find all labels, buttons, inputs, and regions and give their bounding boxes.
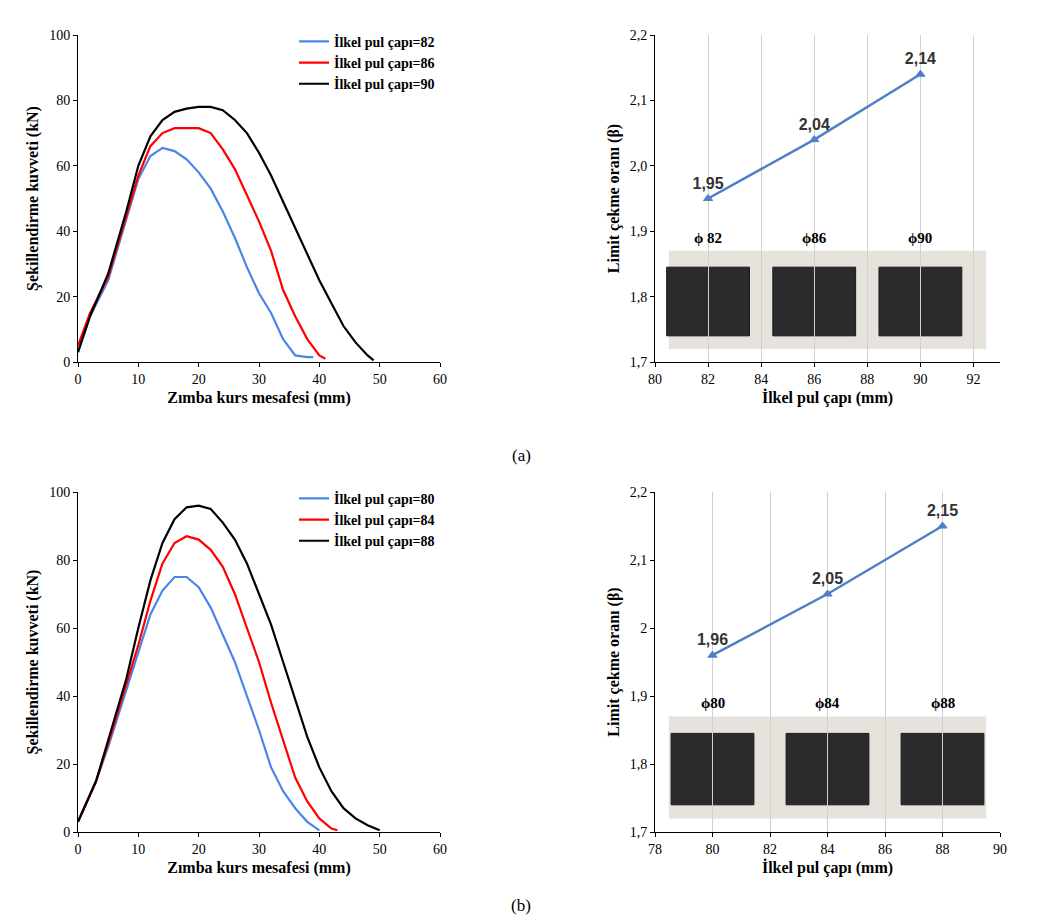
svg-text:İlkel pul çapı (mm): İlkel pul çapı (mm) [762,388,893,407]
svg-text:2,04: 2,04 [799,116,830,133]
svg-text:ϕ86: ϕ86 [802,230,827,246]
svg-text:20: 20 [56,757,70,772]
svg-text:40: 40 [312,372,326,387]
svg-text:60: 60 [56,621,70,636]
svg-text:30: 30 [252,372,266,387]
svg-text:0: 0 [63,355,70,370]
svg-text:50: 50 [373,372,387,387]
svg-text:40: 40 [312,842,326,857]
svg-text:0: 0 [75,842,82,857]
svg-text:Zımba kurs mesafesi (mm): Zımba kurs mesafesi (mm) [167,389,351,407]
svg-text:80: 80 [56,93,70,108]
svg-text:84: 84 [754,372,768,387]
svg-text:2,15: 2,15 [927,502,958,519]
svg-text:Şekillendirme kuvveti (kN): Şekillendirme kuvveti (kN) [24,570,42,755]
svg-text:1,7: 1,7 [630,355,648,370]
svg-text:78: 78 [648,842,662,857]
svg-text:80: 80 [56,553,70,568]
svg-text:1,9: 1,9 [630,224,648,239]
svg-text:92: 92 [966,372,980,387]
svg-text:60: 60 [433,842,447,857]
svg-text:2,2: 2,2 [630,485,648,500]
svg-text:1,7: 1,7 [630,825,648,840]
svg-text:ϕ 82: ϕ 82 [694,230,722,246]
svg-text:90: 90 [993,842,1007,857]
svg-text:2,05: 2,05 [812,570,843,587]
svg-text:40: 40 [56,224,70,239]
svg-text:20: 20 [192,372,206,387]
svg-text:(a): (a) [512,446,531,465]
svg-text:ϕ80: ϕ80 [701,695,725,711]
svg-text:Limit çekme oranı (β): Limit çekme oranı (β) [605,124,623,273]
svg-text:1,8: 1,8 [630,290,648,305]
svg-text:0: 0 [75,372,82,387]
svg-text:82: 82 [701,372,715,387]
svg-text:İlkel pul çapı=82: İlkel pul çapı=82 [334,34,435,50]
svg-text:(b): (b) [511,896,531,915]
svg-text:1,96: 1,96 [697,631,728,648]
svg-text:2,0: 2,0 [630,159,648,174]
svg-text:88: 88 [860,372,874,387]
svg-text:2,1: 2,1 [630,553,648,568]
svg-text:Şekillendirme kuvveti (kN): Şekillendirme kuvveti (kN) [24,106,42,291]
svg-text:100: 100 [49,485,70,500]
svg-text:80: 80 [648,372,662,387]
svg-text:60: 60 [433,372,447,387]
svg-text:88: 88 [936,842,950,857]
svg-text:100: 100 [49,28,70,43]
svg-text:84: 84 [821,842,835,857]
svg-text:90: 90 [913,372,927,387]
svg-text:2,1: 2,1 [630,93,648,108]
svg-text:86: 86 [807,372,821,387]
svg-text:2,14: 2,14 [905,50,936,67]
svg-text:40: 40 [56,689,70,704]
svg-text:İlkel pul çapı=80: İlkel pul çapı=80 [334,491,435,507]
svg-text:30: 30 [252,842,266,857]
svg-text:82: 82 [763,842,777,857]
svg-text:20: 20 [56,290,70,305]
svg-text:2: 2 [640,621,647,636]
svg-text:86: 86 [878,842,892,857]
svg-text:ϕ88: ϕ88 [931,695,955,711]
svg-text:1,9: 1,9 [630,689,648,704]
svg-text:1,95: 1,95 [693,175,724,192]
svg-text:80: 80 [706,842,720,857]
svg-text:ϕ90: ϕ90 [908,230,932,246]
svg-text:İlkel pul çapı=88: İlkel pul çapı=88 [334,533,435,549]
svg-text:0: 0 [63,825,70,840]
svg-text:İlkel pul çapı=90: İlkel pul çapı=90 [334,76,435,92]
svg-text:Zımba kurs mesafesi (mm): Zımba kurs mesafesi (mm) [167,859,351,877]
svg-text:2,2: 2,2 [630,28,648,43]
svg-text:İlkel pul çapı (mm): İlkel pul çapı (mm) [762,858,893,877]
svg-text:1,8: 1,8 [630,757,648,772]
svg-text:60: 60 [56,159,70,174]
svg-text:Limit çekme oranı (β): Limit çekme oranı (β) [605,587,623,736]
svg-text:50: 50 [373,842,387,857]
svg-text:ϕ84: ϕ84 [815,695,840,711]
svg-text:İlkel pul çapı=86: İlkel pul çapı=86 [334,55,435,71]
svg-text:20: 20 [192,842,206,857]
svg-text:10: 10 [131,372,145,387]
svg-text:İlkel pul çapı=84: İlkel pul çapı=84 [334,512,435,528]
svg-text:10: 10 [131,842,145,857]
